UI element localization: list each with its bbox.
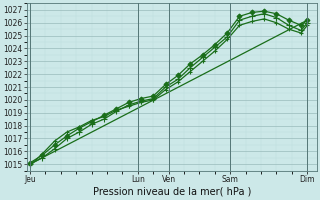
X-axis label: Pression niveau de la mer( hPa ): Pression niveau de la mer( hPa ) [92,187,251,197]
